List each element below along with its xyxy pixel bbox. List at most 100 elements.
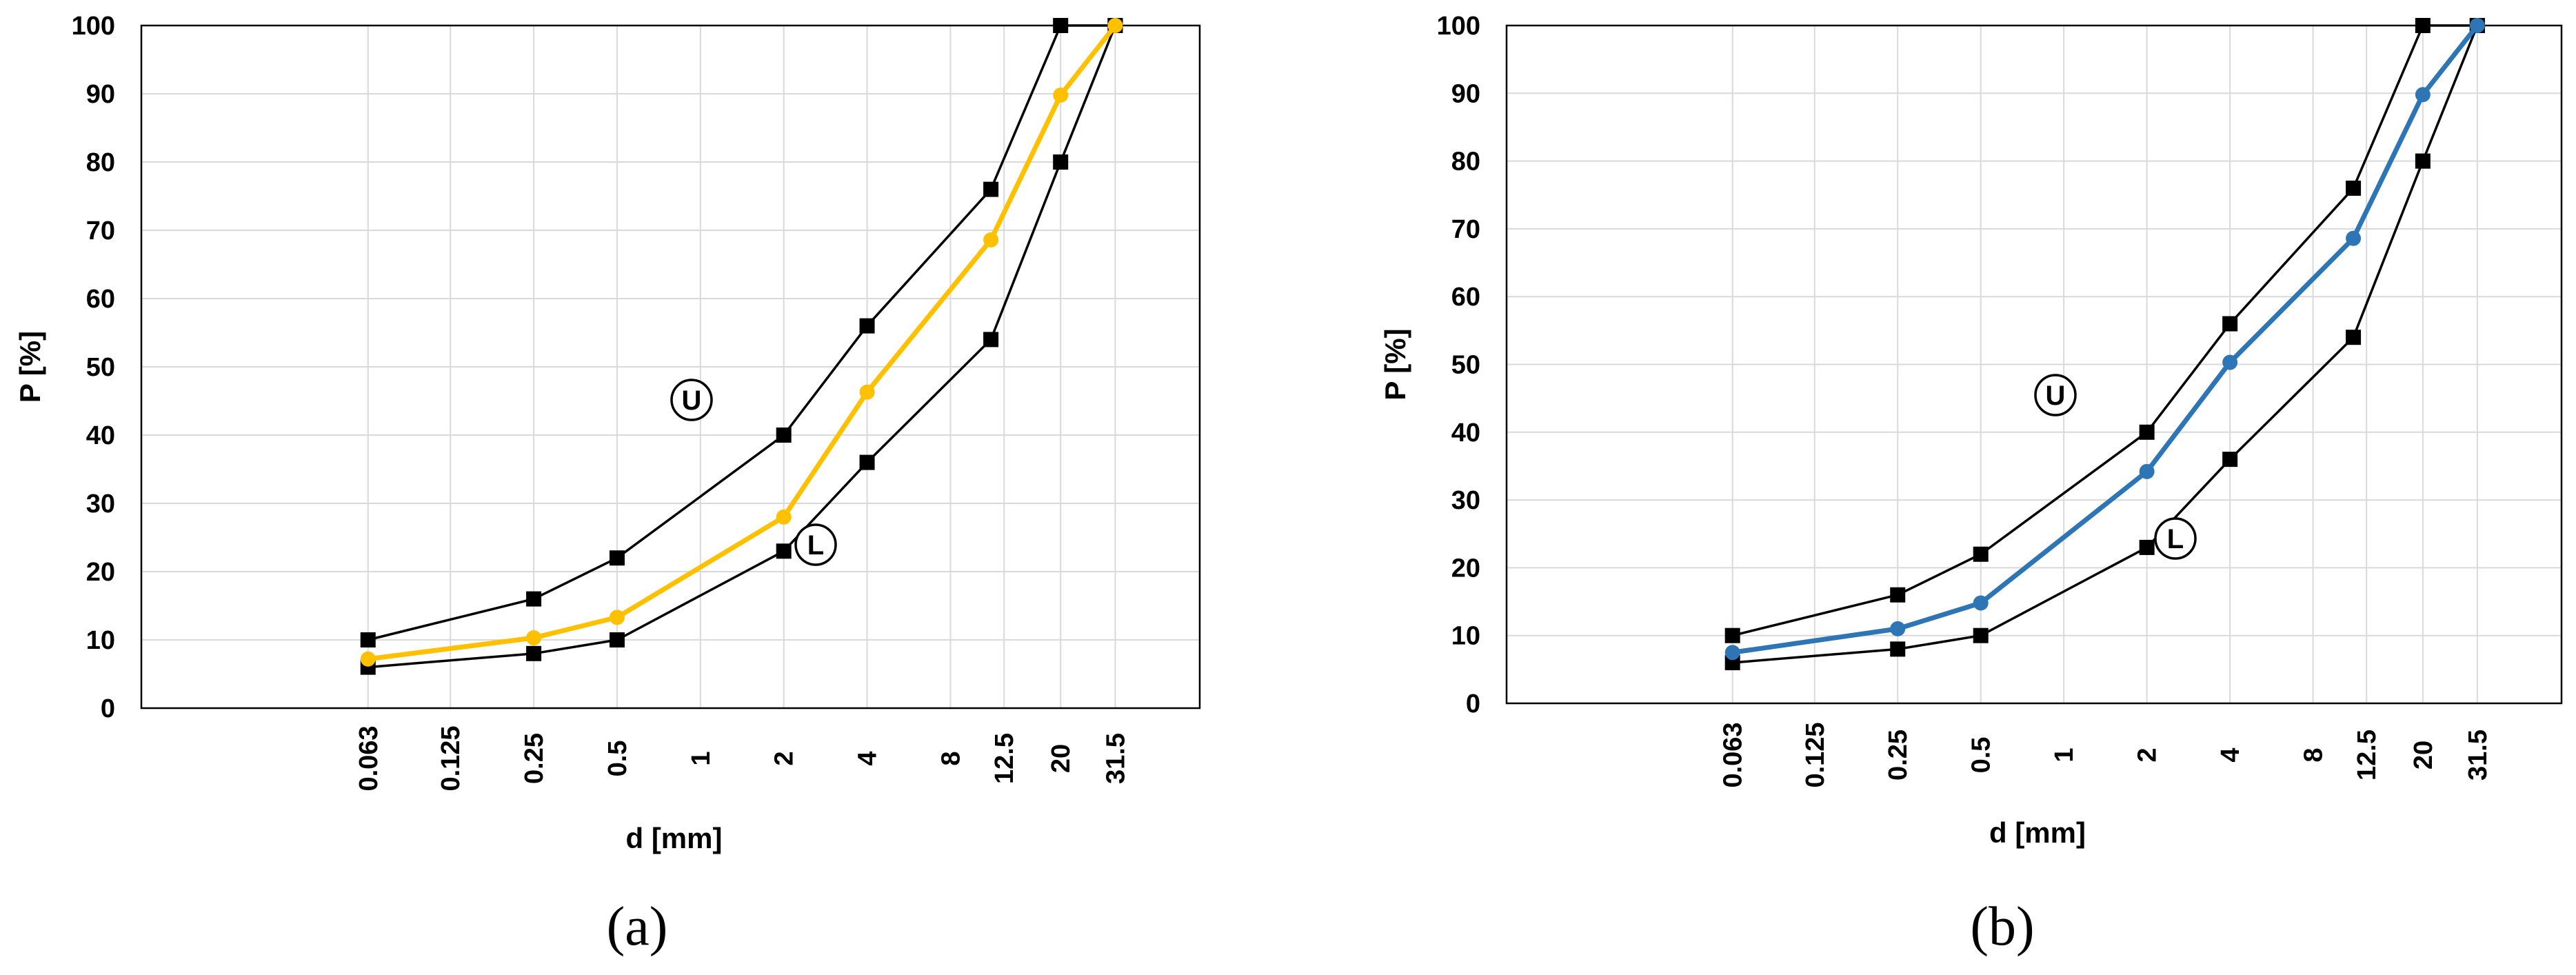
x-tick-label: 1 xyxy=(2050,747,2079,762)
series-upper-point xyxy=(2139,424,2155,440)
curve-label-circle xyxy=(2034,374,2077,416)
x-tick-label: 0.25 xyxy=(1884,730,1913,781)
x-tick-label: 20 xyxy=(2409,741,2438,770)
series-lower-point xyxy=(1053,154,1069,170)
series-mix-line xyxy=(368,23,1118,662)
series-lower-point xyxy=(2222,452,2238,468)
plot-area-border xyxy=(1505,24,2563,705)
x-axis-title: d [mm] xyxy=(1989,816,2086,849)
series-lower-line xyxy=(1732,25,2479,664)
y-tick-label: 70 xyxy=(86,217,115,245)
series-mix-point xyxy=(609,610,625,625)
y-tick-label: 10 xyxy=(1451,622,1480,651)
series-upper-point xyxy=(1973,546,1989,562)
series-upper-point xyxy=(2222,316,2238,332)
y-tick-label: 10 xyxy=(86,626,115,655)
series-upper-line xyxy=(368,24,1116,641)
series-mix-point xyxy=(2469,18,2485,33)
series-lower-point xyxy=(609,632,625,647)
series-mix-point xyxy=(1890,621,1906,636)
x-tick-label: 1 xyxy=(687,751,716,765)
y-axis-title: P [%] xyxy=(14,331,46,403)
curve-label-l: L xyxy=(807,530,824,561)
y-tick-label: 20 xyxy=(86,558,115,587)
x-tick-label: 0.25 xyxy=(520,733,549,784)
series-upper-point xyxy=(1053,18,1069,33)
x-tick-label: 2 xyxy=(770,751,799,765)
series-upper-point xyxy=(859,318,875,334)
series-mix-point xyxy=(360,651,376,667)
series-mix-point xyxy=(2139,463,2155,479)
curve-label-circle xyxy=(2154,517,2197,560)
x-tick-label: 0.5 xyxy=(1967,737,1996,774)
series-upper-point xyxy=(526,591,542,607)
y-tick-label: 60 xyxy=(86,285,115,314)
series-mix-point xyxy=(2222,354,2238,370)
curve-label-circle xyxy=(670,379,713,421)
x-tick-label: 12.5 xyxy=(2353,730,2382,781)
series-lower-point xyxy=(1890,641,1906,657)
curve-label-circle xyxy=(794,523,837,566)
series-lower-point xyxy=(859,454,875,470)
x-tick-label: 8 xyxy=(936,751,965,765)
x-tick-label: 31.5 xyxy=(2464,730,2493,781)
panel-label: (b) xyxy=(1970,896,2034,957)
y-tick-label: 40 xyxy=(1451,419,1480,448)
y-tick-label: 60 xyxy=(1451,283,1480,312)
x-tick-label: 4 xyxy=(854,751,883,765)
series-upper-point xyxy=(983,181,999,197)
x-tick-label: 20 xyxy=(1047,744,1076,773)
y-tick-label: 80 xyxy=(86,148,115,177)
series-lower-point xyxy=(776,543,792,559)
y-tick-label: 20 xyxy=(1451,554,1480,583)
chart-panel-a: 0 10 20 30 40 50 60 70 80 90 100 0.063 0.125 0.25 0.5 1… xyxy=(14,12,1201,957)
series-upper-point xyxy=(776,428,792,443)
series-lower-point xyxy=(1973,627,1989,643)
x-tick-label: 0.125 xyxy=(436,725,465,791)
y-tick-label: 90 xyxy=(86,80,115,109)
series-upper-line xyxy=(1732,24,2477,637)
curve-label-u: U xyxy=(2046,381,2066,411)
y-tick-label: 30 xyxy=(1451,486,1480,515)
y-tick-label: 50 xyxy=(1451,351,1480,380)
series-mix-point xyxy=(1724,645,1740,661)
series-lower-point xyxy=(2415,153,2431,169)
x-tick-label: 0.063 xyxy=(354,725,383,791)
x-tick-label: 31.5 xyxy=(1101,733,1130,784)
y-tick-label: 100 xyxy=(72,12,115,41)
y-tick-label: 70 xyxy=(1451,215,1480,244)
curve-label-u: U xyxy=(682,385,702,416)
series-mix-point xyxy=(2346,230,2362,246)
series-mix-point xyxy=(983,232,999,248)
y-tick-label: 100 xyxy=(1437,12,1480,41)
chart-panel-b: 0 10 20 30 40 50 60 70 80 90 100 0.063 0.125 0.25 0.5 1… xyxy=(1379,12,2563,957)
series-mix-point xyxy=(1107,18,1123,33)
series-mix-point xyxy=(2415,87,2431,103)
series-lower-line xyxy=(368,25,1117,669)
plot-area-border xyxy=(140,24,1201,710)
x-tick-label: 12.5 xyxy=(990,733,1019,784)
panel-label: (a) xyxy=(607,896,668,957)
y-tick-label: 0 xyxy=(101,694,115,723)
x-tick-label: 0.5 xyxy=(603,741,632,777)
series-mix-line xyxy=(1732,23,2479,655)
series-lower-point xyxy=(983,332,999,348)
series-mix-point xyxy=(1053,87,1069,103)
y-tick-label: 50 xyxy=(86,353,115,382)
x-axis-title: d [mm] xyxy=(626,822,723,854)
series-upper-point xyxy=(1890,587,1906,603)
series-lower-point xyxy=(2139,539,2155,555)
y-tick-label: 80 xyxy=(1451,148,1480,177)
series-mix-point xyxy=(859,384,875,400)
x-tick-label: 0.063 xyxy=(1719,722,1748,787)
series-mix-point xyxy=(526,630,542,646)
y-tick-label: 40 xyxy=(86,421,115,450)
series-upper-point xyxy=(2415,18,2431,33)
y-tick-label: 90 xyxy=(1451,79,1480,108)
series-upper-point xyxy=(360,632,376,647)
x-tick-label: 0.125 xyxy=(1801,722,1830,787)
series-upper-point xyxy=(609,550,625,566)
curve-label-l: L xyxy=(2167,524,2184,554)
series-mix-point xyxy=(776,509,792,525)
